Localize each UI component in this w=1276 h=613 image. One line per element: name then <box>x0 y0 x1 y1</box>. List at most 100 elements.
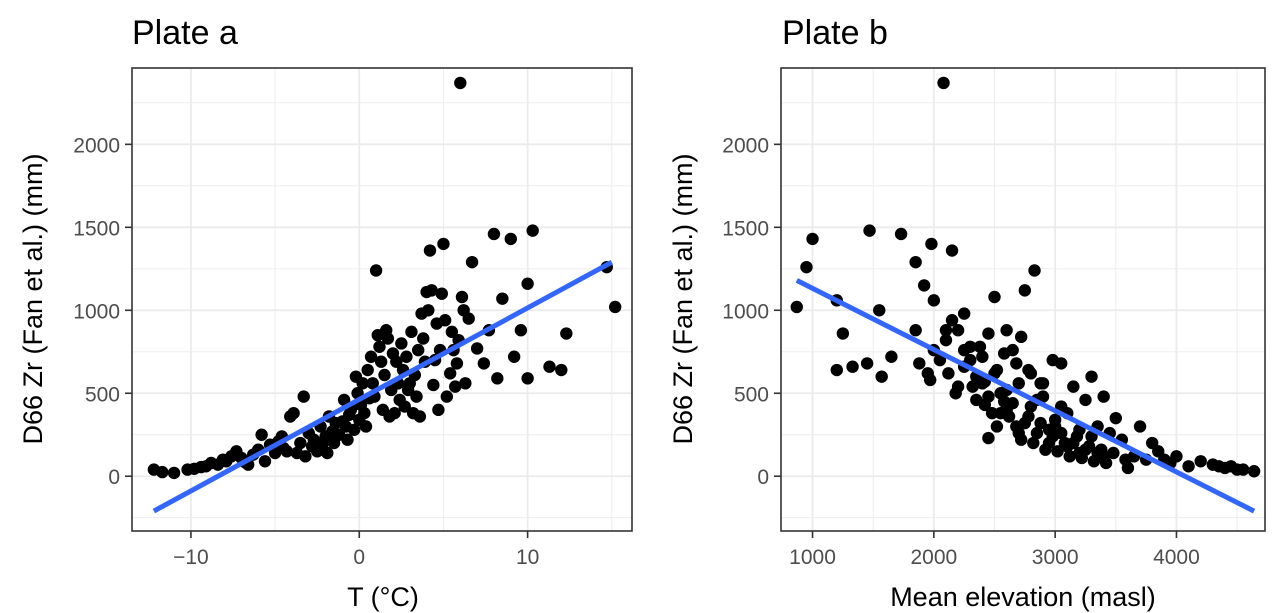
plate-b-data-point <box>1082 440 1096 453</box>
plate-b-data-point <box>1014 433 1028 446</box>
plate-a-x-axis-label: T (°C) <box>347 582 419 612</box>
plate-b-data-point <box>1133 420 1147 433</box>
plate-a-data-point <box>454 76 467 90</box>
plate-b-y-tick-label: 0 <box>757 466 769 489</box>
plate-b-data-point <box>997 347 1011 360</box>
plate-a-data-point <box>400 350 413 363</box>
plate-b-data-point <box>1236 463 1250 476</box>
plate-a-data-point <box>427 378 440 392</box>
plate-b-data-point <box>951 324 965 337</box>
plate-b-data-point <box>909 255 922 269</box>
plate-b-data-point <box>939 333 953 347</box>
plate-b-data-point <box>988 290 1001 304</box>
plate-a-data-point <box>455 290 469 304</box>
plate-b-points <box>790 76 1261 478</box>
plate-a-data-point <box>413 410 427 423</box>
plate-a-data-point <box>167 466 181 480</box>
plate-a-data-point <box>423 244 437 257</box>
plate-b-x-tick-label: 1000 <box>789 546 836 569</box>
plate-a-data-point <box>373 340 386 353</box>
plate-a-data-point <box>366 377 379 390</box>
plate-b-data-point <box>925 237 938 251</box>
plate-b-data-point <box>1034 377 1047 390</box>
plate-b-data-point <box>836 327 850 340</box>
plate-b-data-point <box>873 304 886 317</box>
plate-b-data-point <box>1182 460 1195 473</box>
plate-b-data-point <box>800 260 813 274</box>
plate-a-y-tick-label: 0 <box>108 466 120 489</box>
plate-b-panel-border <box>780 67 1266 532</box>
plate-a-data-point <box>477 357 491 370</box>
plate-a-data-point <box>504 232 517 246</box>
plate-a-data-point <box>432 403 445 417</box>
plate-a-data-point <box>422 304 435 317</box>
plate-a-data-point <box>378 368 391 382</box>
plate-a-data-point <box>364 350 378 363</box>
plate-b-data-point <box>1028 264 1041 277</box>
plate-b-data-point <box>863 224 876 237</box>
plate-b-data-point <box>927 294 941 307</box>
plate-a-data-point <box>359 420 373 433</box>
plate-b-data-point <box>875 370 888 383</box>
plate-a-data-point <box>395 337 408 350</box>
plate-b-data-point <box>917 279 931 292</box>
plate-b-data-point <box>978 398 991 412</box>
plate-b-chart: Plate b 1000 2000 3000 4000 0 500 1000 1500 200… <box>668 14 1266 612</box>
plate-b-data-point <box>1010 420 1023 433</box>
plate-b-data-point <box>939 324 953 337</box>
plate-b-data-point <box>1046 430 1059 443</box>
plate-a-data-point <box>356 377 369 390</box>
plate-b-data-point <box>1087 455 1101 468</box>
plate-a-data-point <box>507 350 521 363</box>
plate-b-data-point <box>790 300 803 314</box>
plate-a-data-point <box>459 377 472 390</box>
plate-b-data-point <box>1051 445 1064 458</box>
plate-b-data-point <box>1010 357 1023 370</box>
plate-b-data-point <box>982 327 995 340</box>
plate-a-panel-border <box>131 67 633 532</box>
plate-a-title: Plate a <box>132 14 238 52</box>
plate-a-data-point <box>470 342 484 355</box>
plate-a-data-point <box>462 312 475 325</box>
plate-a-data-point <box>438 314 452 327</box>
plate-b-data-point <box>945 314 959 327</box>
plate-b-data-point <box>909 324 922 337</box>
plate-b-data-point <box>997 395 1011 408</box>
plate-a-data-point <box>398 400 411 413</box>
plate-a-data-point <box>608 300 622 314</box>
plate-b-data-point <box>1170 450 1183 463</box>
plate-b-x-tick-label: 2000 <box>910 546 957 569</box>
plate-a-data-point <box>341 433 354 446</box>
plate-b-y-tick-label: 1500 <box>722 217 769 240</box>
plate-b-data-point <box>937 76 950 90</box>
plate-a-data-point <box>361 363 374 377</box>
plate-a-data-point <box>435 287 448 300</box>
plate-a-points <box>147 76 622 480</box>
plate-b-data-point <box>1039 443 1052 456</box>
plate-a-data-point <box>487 227 501 241</box>
plate-b-data-point <box>1063 450 1076 463</box>
plate-b-data-point <box>1107 446 1120 460</box>
plate-a-data-point <box>255 428 268 441</box>
plate-b-title: Plate b <box>782 14 888 52</box>
plate-b-x-ticks: 1000 2000 3000 4000 <box>789 531 1200 569</box>
plate-b-data-point <box>966 380 979 393</box>
plate-b-data-point <box>1247 465 1261 478</box>
plate-a-data-point <box>443 367 457 380</box>
plate-b-data-point <box>913 357 926 370</box>
plate-a-data-point <box>374 355 388 368</box>
plate-a-data-point <box>514 324 528 337</box>
plate-b-data-point <box>806 232 819 246</box>
plate-b-data-point <box>1012 377 1025 390</box>
plate-b-data-point <box>1036 390 1050 403</box>
plate-b-data-point <box>942 367 955 380</box>
plate-b-data-point <box>1000 324 1013 337</box>
plate-b-data-point <box>1024 400 1038 413</box>
plate-a-y-axis-label: D66 Zr (Fan et al.) (mm) <box>18 153 48 444</box>
plate-b-data-point <box>1067 380 1080 393</box>
plate-b-y-tick-label: 500 <box>734 383 769 406</box>
plate-a-data-point <box>294 436 307 450</box>
plate-b-data-point <box>985 406 999 420</box>
plate-b-data-point <box>1018 284 1032 297</box>
